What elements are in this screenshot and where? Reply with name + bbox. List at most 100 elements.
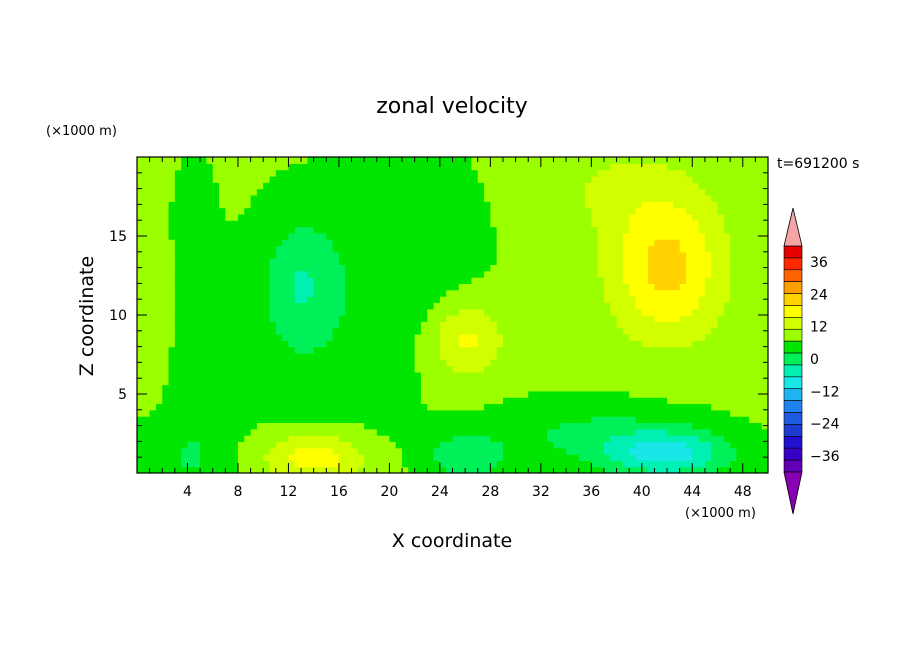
field-cell	[326, 397, 334, 405]
field-cell	[673, 188, 681, 196]
field-cell	[547, 371, 555, 379]
field-cell	[345, 163, 353, 171]
field-cell	[704, 454, 712, 461]
field-cell	[742, 213, 750, 221]
field-cell	[591, 340, 599, 348]
field-cell	[761, 283, 768, 291]
field-cell	[408, 352, 416, 360]
field-cell	[534, 169, 542, 177]
field-cell	[553, 333, 561, 341]
field-cell	[704, 188, 712, 196]
field-cell	[275, 447, 283, 455]
field-cell	[471, 289, 479, 297]
field-cell	[168, 163, 176, 171]
field-cell	[439, 232, 447, 240]
field-cell	[603, 435, 611, 442]
field-cell	[635, 346, 643, 354]
field-cell	[408, 371, 416, 379]
field-cell	[654, 270, 662, 278]
field-cell	[578, 435, 586, 442]
field-cell	[597, 416, 605, 424]
field-cell	[711, 390, 719, 398]
field-cell	[660, 460, 668, 468]
field-cell	[206, 327, 214, 335]
field-cell	[572, 194, 580, 202]
field-cell	[439, 182, 447, 190]
field-cell	[723, 359, 731, 367]
field-cell	[250, 390, 258, 398]
field-cell	[231, 226, 239, 234]
field-cell	[654, 403, 662, 411]
field-cell	[200, 226, 208, 234]
field-cell	[307, 428, 315, 436]
field-cell	[427, 169, 435, 177]
field-cell	[477, 302, 485, 310]
field-cell	[761, 460, 768, 468]
field-cell	[622, 428, 630, 436]
field-cell	[193, 207, 201, 215]
field-cell	[143, 163, 151, 171]
field-cell	[755, 194, 763, 202]
field-cell	[376, 365, 384, 373]
field-cell	[654, 460, 662, 468]
field-cell	[446, 321, 454, 329]
field-cell	[370, 213, 378, 221]
field-cell	[692, 390, 700, 398]
field-cell	[692, 315, 700, 322]
field-cell	[597, 365, 605, 373]
field-cell	[585, 454, 592, 461]
field-cell	[679, 277, 687, 284]
field-cell	[540, 302, 548, 310]
field-cell	[635, 157, 643, 164]
field-cell	[155, 352, 163, 360]
field-cell	[528, 397, 536, 405]
field-cell	[414, 454, 422, 461]
field-cell	[578, 333, 586, 341]
field-cell	[414, 277, 422, 284]
field-cell	[496, 447, 504, 455]
field-cell	[395, 454, 403, 461]
field-cell	[275, 264, 283, 272]
field-cell	[723, 194, 731, 202]
field-cell	[496, 352, 504, 360]
field-cell	[162, 220, 170, 228]
field-cell	[162, 378, 170, 386]
field-cell	[275, 308, 283, 316]
field-cell	[540, 403, 548, 411]
field-cell	[660, 251, 668, 259]
field-cell	[685, 327, 693, 335]
field-cell	[427, 384, 435, 392]
field-cell	[566, 182, 573, 190]
field-cell	[723, 226, 731, 234]
field-cell	[559, 308, 567, 316]
field-cell	[313, 239, 321, 247]
field-cell	[521, 194, 529, 202]
field-cell	[471, 302, 479, 310]
field-cell	[736, 441, 744, 449]
field-cell	[711, 454, 719, 461]
field-cell	[212, 296, 220, 303]
field-cell	[149, 194, 157, 202]
field-cell	[452, 308, 460, 316]
field-cell	[269, 466, 277, 473]
field-cell	[370, 232, 378, 240]
field-cell	[389, 346, 397, 354]
field-cell	[648, 308, 656, 316]
field-cell	[616, 163, 624, 171]
field-cell	[458, 264, 466, 272]
field-cell	[237, 371, 245, 379]
field-cell	[237, 251, 245, 259]
field-cell	[332, 378, 340, 386]
field-cell	[673, 182, 681, 190]
field-cell	[212, 352, 220, 360]
field-cell	[332, 365, 340, 373]
field-cell	[294, 454, 302, 461]
field-cell	[704, 277, 712, 284]
field-cell	[603, 403, 611, 411]
field-cell	[181, 270, 189, 278]
field-cell	[301, 283, 308, 291]
field-cell	[566, 163, 573, 171]
field-cell	[452, 258, 460, 266]
field-cell	[282, 378, 290, 386]
field-cell	[282, 220, 290, 228]
